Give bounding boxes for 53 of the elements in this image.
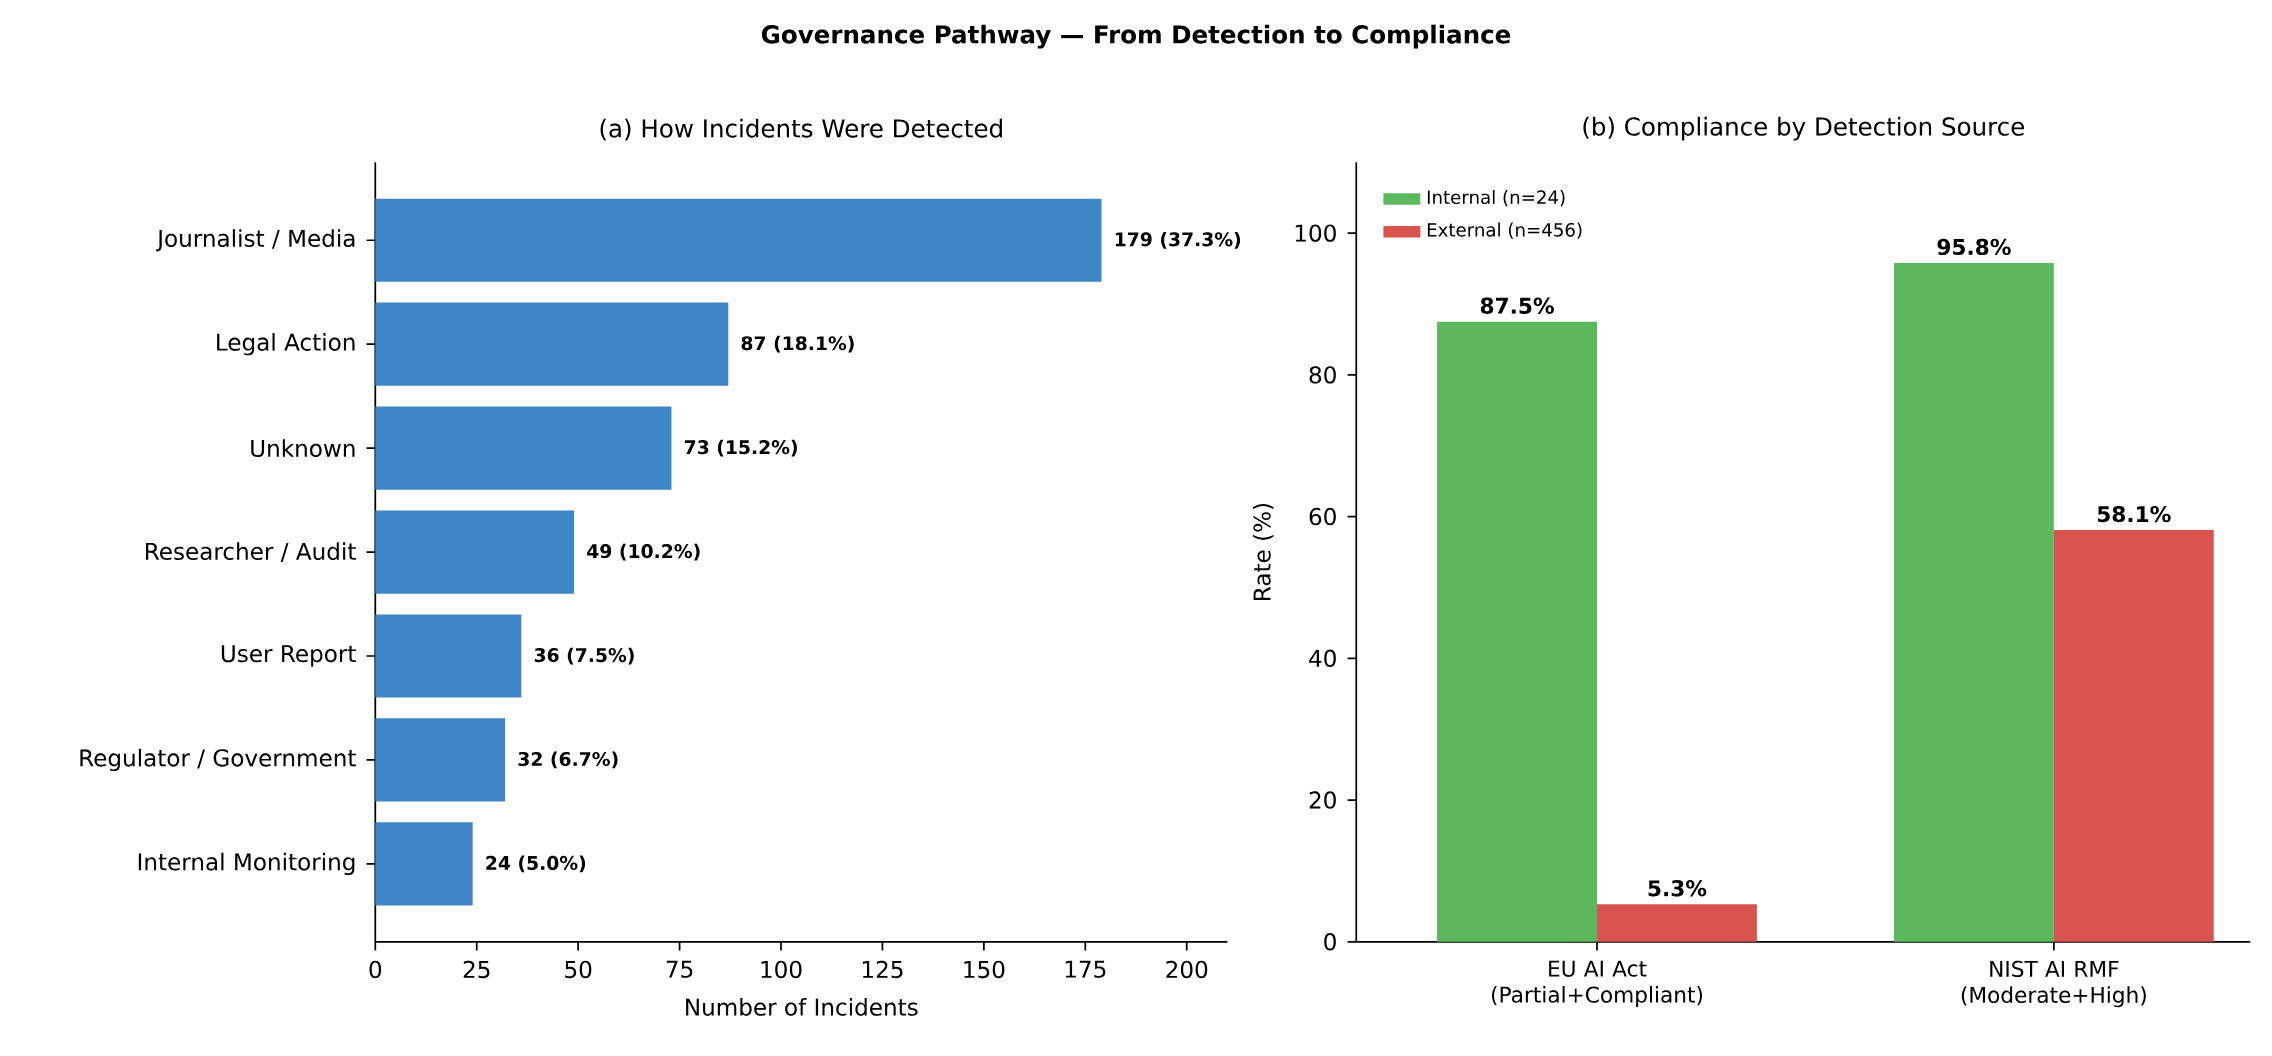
x-tick-label: 200 <box>1166 960 1208 979</box>
bar <box>1893 262 2054 942</box>
x-tick-label: 0 <box>369 960 382 979</box>
x-tick-label: 100 <box>761 960 802 979</box>
y-axis-title: Rate (%) <box>1252 503 1274 600</box>
y-tick-label: Journalist / Media <box>156 229 355 252</box>
bar <box>375 198 1102 282</box>
bar <box>375 614 522 698</box>
y-tick-label: Internal Monitoring <box>138 852 355 875</box>
x-tick-label: 125 <box>862 960 903 979</box>
x-tick-label: 75 <box>666 960 693 978</box>
x-tick-label: 175 <box>1065 960 1106 978</box>
x-axis-title: Number of Incidents <box>686 997 918 1016</box>
bar <box>375 406 672 490</box>
data-label: 49 (10.2%) <box>587 543 700 561</box>
chart-title: Governance Pathway — From Detection to Compliance <box>761 24 1511 49</box>
legend-label: Internal (n=24) <box>1427 189 1565 207</box>
y-tick-label: 100 <box>1295 224 1336 242</box>
data-label: 87.5% <box>1480 297 1554 314</box>
y-tick-label: Researcher / Audit <box>146 542 356 562</box>
bar <box>1597 904 1757 942</box>
x-tick-label: 50 <box>565 960 592 979</box>
y-tick-label: Unknown <box>251 439 355 457</box>
data-label: 179 (37.3%) <box>1115 231 1241 249</box>
x-tick-label: NIST AI RMF (Moderate+High) <box>1961 960 2146 1008</box>
bar <box>375 718 506 802</box>
bar <box>375 510 575 594</box>
data-label: 36 (7.5%) <box>534 647 634 665</box>
data-label: 58.1% <box>2097 505 2171 523</box>
chart-title: (b) Compliance by Detection Source <box>1583 116 2025 141</box>
legend-label: External (n=456) <box>1427 222 1582 239</box>
y-tick-label: 0 <box>1324 932 1336 951</box>
y-tick-label: 20 <box>1309 791 1336 809</box>
data-label: 24 (5.0%) <box>486 855 586 873</box>
data-label: 73 (15.2%) <box>684 439 797 457</box>
bar <box>375 302 729 386</box>
y-tick-label: Legal Action <box>217 332 355 356</box>
x-tick-label: 150 <box>964 960 1005 979</box>
data-label: 5.3% <box>1648 879 1707 897</box>
chart-subtitle: (a) How Incidents Were Detected <box>600 118 1002 141</box>
bar <box>1437 321 1598 942</box>
x-tick-label: 25 <box>463 960 490 979</box>
bar <box>2053 529 2214 942</box>
y-tick-label: Regulator / Government <box>80 748 356 771</box>
x-tick-label: EU AI Act (Partial+Compliant) <box>1491 960 1703 1007</box>
y-tick-label: User Report <box>221 645 356 667</box>
data-label: 95.8% <box>1937 238 2011 255</box>
data-label: 32 (6.7%) <box>518 751 618 769</box>
y-tick-label: 60 <box>1309 507 1336 526</box>
y-tick-label: 40 <box>1309 649 1336 667</box>
bar <box>375 822 473 906</box>
y-tick-label: 80 <box>1309 365 1336 384</box>
data-label: 87 (18.1%) <box>741 335 854 353</box>
